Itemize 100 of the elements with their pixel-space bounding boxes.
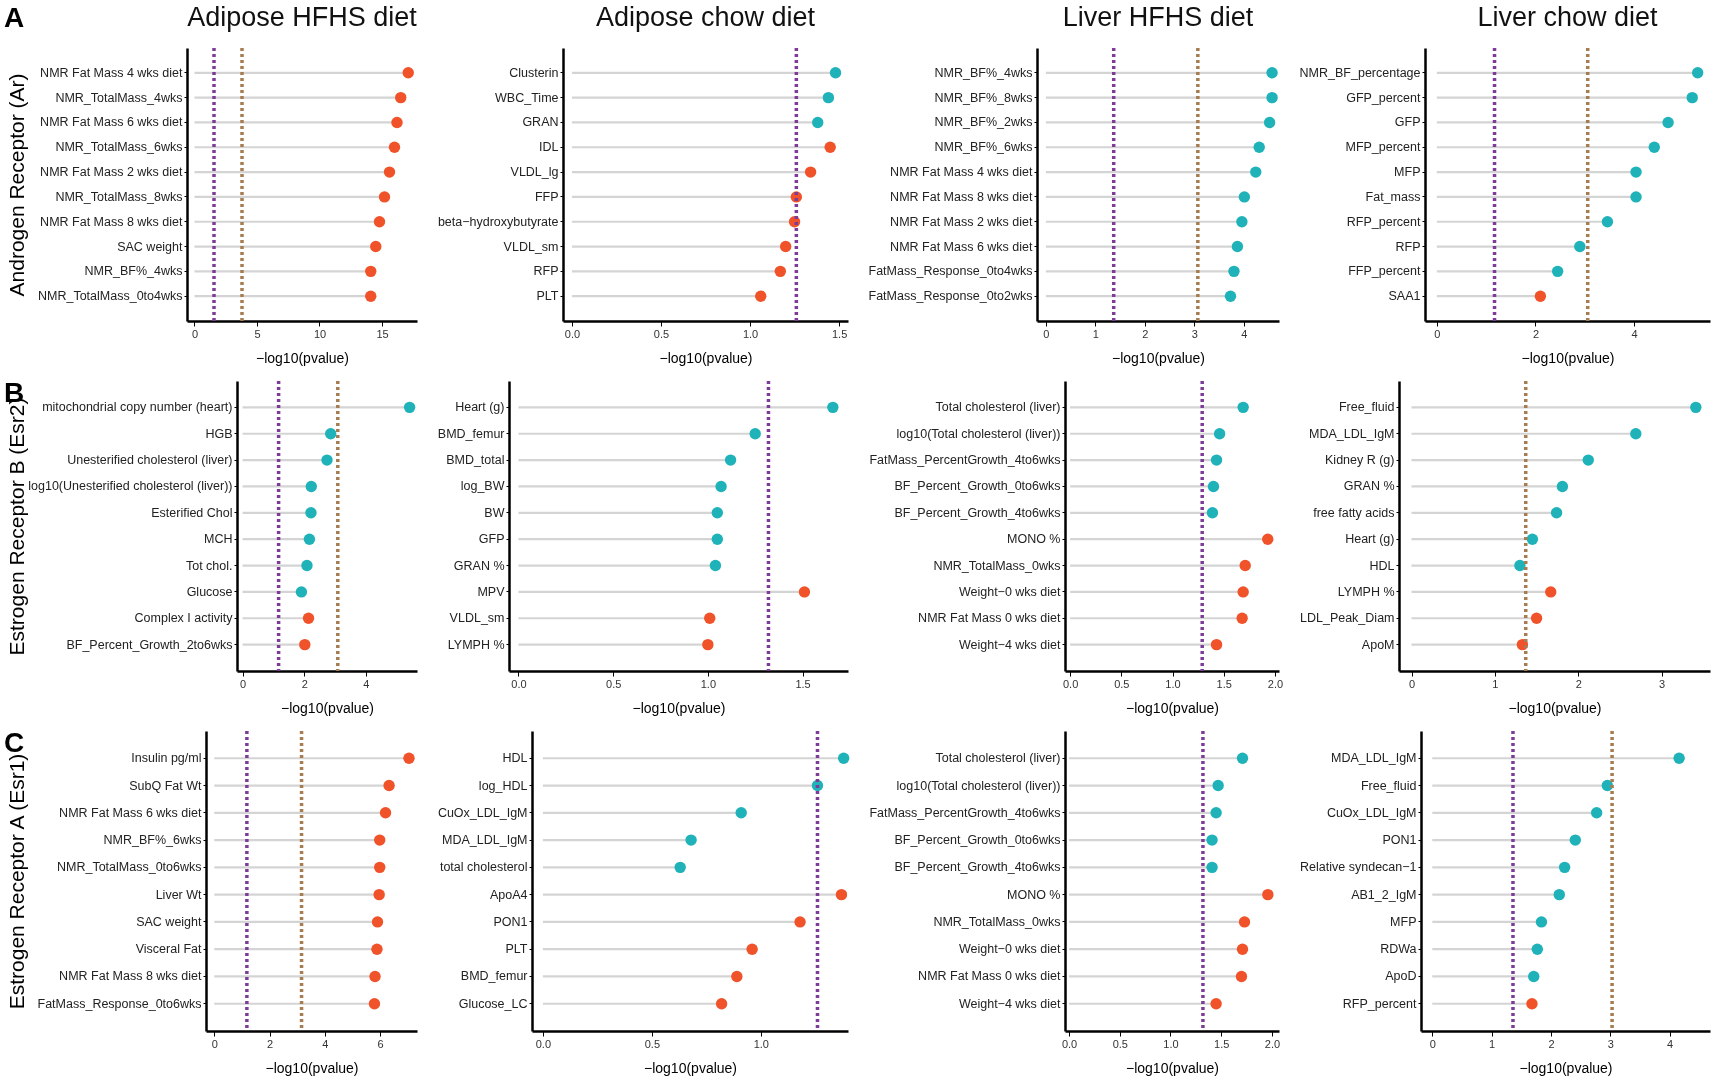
y-tick-label: PON1 — [493, 914, 528, 929]
point — [365, 265, 377, 278]
y-tick-label: FatMass_Response_0to4wks — [868, 264, 1033, 279]
point — [1250, 166, 1262, 178]
chart-title: Adipose HFHS diet — [187, 2, 418, 33]
x-tick-label: 1.0 — [1163, 1037, 1179, 1050]
y-tick-label: GFP — [1394, 115, 1421, 130]
y-tick-label: Weight−4 wks diet — [958, 996, 1062, 1011]
y-tick-label: BF_Percent_Growth_0to6wks — [894, 833, 1061, 848]
point — [370, 240, 382, 253]
point — [365, 290, 377, 302]
y-tick-label: Visceral Fat — [135, 942, 203, 957]
point — [299, 638, 311, 651]
y-tick-label: FatMass_PercentGrowth_4to6wks — [869, 805, 1061, 820]
point — [1551, 265, 1564, 278]
y-tick-label: VLDL_sm — [449, 611, 505, 626]
point — [1238, 916, 1251, 928]
x-axis-title: −log10(pvalue) — [1521, 349, 1615, 366]
y-tick-label: BF_Percent_Growth_4to6wks — [894, 505, 1061, 520]
x-tick-label: 2 — [301, 677, 308, 690]
y-tick-label: BMD_femur — [437, 426, 505, 441]
point — [837, 752, 850, 764]
x-tick-label: 1.0 — [753, 1037, 769, 1050]
point — [1569, 834, 1581, 846]
y-tick-label: MDA_LDL_IgM — [442, 833, 528, 848]
y-tick-label: mitochondrial copy number (heart) — [42, 400, 233, 415]
point — [1582, 454, 1594, 466]
point — [371, 916, 384, 928]
point — [779, 240, 792, 253]
y-tick-label: LDL_Peak_Diam — [1300, 611, 1395, 626]
x-tick-label: 0.0 — [1061, 1037, 1078, 1050]
y-tick-label: VLDL_lg — [510, 165, 559, 180]
point — [388, 141, 401, 153]
x-tick-label: 1 — [1489, 1037, 1496, 1050]
point — [305, 480, 317, 493]
point — [373, 216, 386, 228]
x-tick-label: 3 — [1659, 677, 1666, 690]
point — [1206, 834, 1218, 846]
x-tick-label: 0.0 — [511, 677, 527, 690]
y-tick-label: MFP — [1390, 914, 1417, 929]
x-tick-label: 0.5 — [1114, 677, 1130, 690]
x-tick-label: 1.5 — [1214, 1037, 1230, 1050]
x-tick-label: 1 — [1092, 327, 1099, 340]
x-tick-label: 0 — [1434, 327, 1441, 340]
x-axis-title: −log10(pvalue) — [1519, 1059, 1613, 1076]
point — [1206, 507, 1219, 519]
text: A — [4, 2, 25, 34]
point — [704, 612, 716, 624]
point — [1686, 91, 1698, 104]
y-tick-label: log10(Total cholesterol (liver)) — [896, 426, 1061, 441]
y-tick-label: NMR Fat Mass 4 wks diet — [890, 165, 1034, 180]
point — [373, 888, 385, 901]
point — [746, 943, 758, 955]
point — [1528, 970, 1540, 983]
point — [735, 807, 747, 819]
x-tick-label: 0 — [211, 1037, 218, 1050]
y-tick-label: MONO % — [1007, 532, 1061, 547]
x-tick-label: 3 — [1191, 327, 1198, 340]
point — [1574, 240, 1586, 253]
y-tick-label: PLT — [505, 942, 528, 957]
point — [1526, 533, 1539, 545]
x-axis-title: −log10(pvalue) — [1125, 699, 1220, 716]
point — [1237, 401, 1249, 414]
point — [1238, 191, 1251, 203]
point — [724, 454, 737, 466]
y-tick-label: SAA1 — [1388, 289, 1421, 304]
y-tick-label: Insulin pg/ml — [131, 751, 202, 766]
point — [1690, 401, 1702, 414]
point — [1266, 91, 1278, 104]
x-axis-title: −log10(pvalue) — [643, 1059, 738, 1076]
point — [1535, 916, 1548, 928]
y-tick-label: Kidney R (g) — [1325, 453, 1395, 468]
point — [1531, 943, 1544, 955]
point — [321, 454, 333, 466]
y-tick-label: Total cholesterol (liver) — [935, 751, 1061, 766]
x-tick-label: 4 — [1241, 327, 1248, 340]
point — [774, 265, 787, 278]
point — [1236, 612, 1248, 624]
x-tick-label: 0.5 — [606, 677, 622, 690]
y-tick-label: ApoM — [1361, 637, 1395, 652]
y-tick-label: Free_fluid — [1360, 778, 1417, 793]
x-tick-label: 0 — [1043, 327, 1050, 340]
y-tick-label: VLDL_sm — [503, 239, 559, 254]
y-tick-label: free fatty acids — [1313, 505, 1395, 520]
point — [822, 91, 835, 104]
point — [711, 533, 724, 545]
y-tick-label: NMR_BF%_4wks — [84, 264, 183, 279]
x-tick-label: 0.5 — [644, 1037, 661, 1050]
y-tick-label: NMR Fat Mass 8 wks diet — [890, 189, 1034, 204]
point — [1237, 586, 1249, 598]
y-tick-label: Weight−0 wks diet — [958, 942, 1062, 957]
point — [715, 480, 727, 493]
x-tick-label: 5 — [254, 327, 261, 340]
point — [1534, 290, 1547, 302]
point — [391, 116, 403, 129]
chart-title: Liver chow diet — [1477, 2, 1659, 33]
y-tick-label: HDL — [502, 751, 528, 766]
y-tick-label: NMR Fat Mass 6 wks diet — [59, 805, 203, 820]
y-tick-label: NMR Fat Mass 2 wks diet — [890, 214, 1034, 229]
y-tick-label: PLT — [536, 289, 559, 304]
